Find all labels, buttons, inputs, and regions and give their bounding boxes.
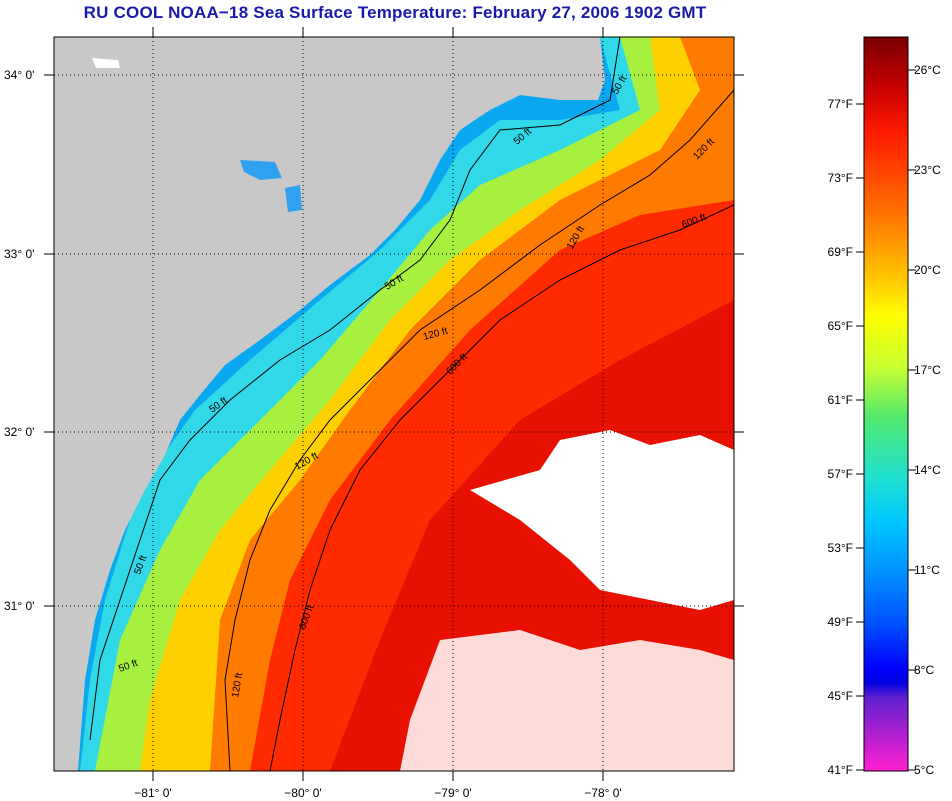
map-frame [53, 36, 735, 772]
isobath-50ft [89, 37, 621, 741]
celsius-label: 17°C [914, 363, 941, 377]
inland-lake-2 [285, 185, 302, 212]
cloud-cover-east [470, 430, 734, 610]
inland-spot [92, 58, 120, 68]
contour-label: 120 ft [230, 672, 245, 699]
inland-lake [240, 160, 282, 180]
celsius-label: 23°C [914, 163, 941, 177]
fahrenheit-label: 77°F [828, 97, 853, 111]
colorbar: 77°F 73°F 69°F 65°F 61°F 57°F 53°F 49°F … [828, 36, 941, 777]
celsius-label: 5°C [914, 763, 934, 777]
fahrenheit-label: 61°F [828, 393, 853, 407]
graticule [54, 37, 734, 771]
fahrenheit-label: 53°F [828, 541, 853, 555]
lat-label-33: 33° 0' [4, 247, 34, 261]
celsius-label: 20°C [914, 263, 941, 277]
fahrenheit-label: 57°F [828, 467, 853, 481]
lon-label-78: −78° 0' [584, 786, 621, 800]
land-mass [54, 37, 605, 771]
lat-label-32: 32° 0' [4, 425, 34, 439]
frame-ticks [44, 27, 744, 781]
celsius-label: 11°C [914, 563, 940, 577]
fahrenheit-label: 49°F [828, 615, 853, 629]
colorbar-gradient [863, 36, 909, 772]
fahrenheit-label: 65°F [828, 319, 853, 333]
map-title: RU COOL NOAA−18 Sea Surface Temperature:… [83, 3, 707, 22]
isobath-120ft [224, 89, 734, 771]
lon-label-81: −81° 0' [134, 786, 171, 800]
celsius-label: 14°C [914, 463, 941, 477]
fahrenheit-label: 41°F [828, 763, 853, 777]
lon-label-80: −80° 0' [284, 786, 321, 800]
celsius-label: 26°C [914, 63, 941, 77]
isobath-600ft [269, 204, 734, 771]
map-panel [54, 37, 734, 771]
celsius-label: 8°C [914, 663, 934, 677]
lon-label-79: −79° 0' [434, 786, 471, 800]
fahrenheit-label: 73°F [828, 171, 853, 185]
fahrenheit-label: 69°F [828, 245, 853, 259]
lat-label-34: 34° 0' [4, 68, 34, 82]
colorbar-ticks [856, 69, 916, 771]
cloud-cover-south [400, 630, 734, 771]
fahrenheit-label: 45°F [828, 689, 853, 703]
lat-label-31: 31° 0' [4, 599, 34, 613]
